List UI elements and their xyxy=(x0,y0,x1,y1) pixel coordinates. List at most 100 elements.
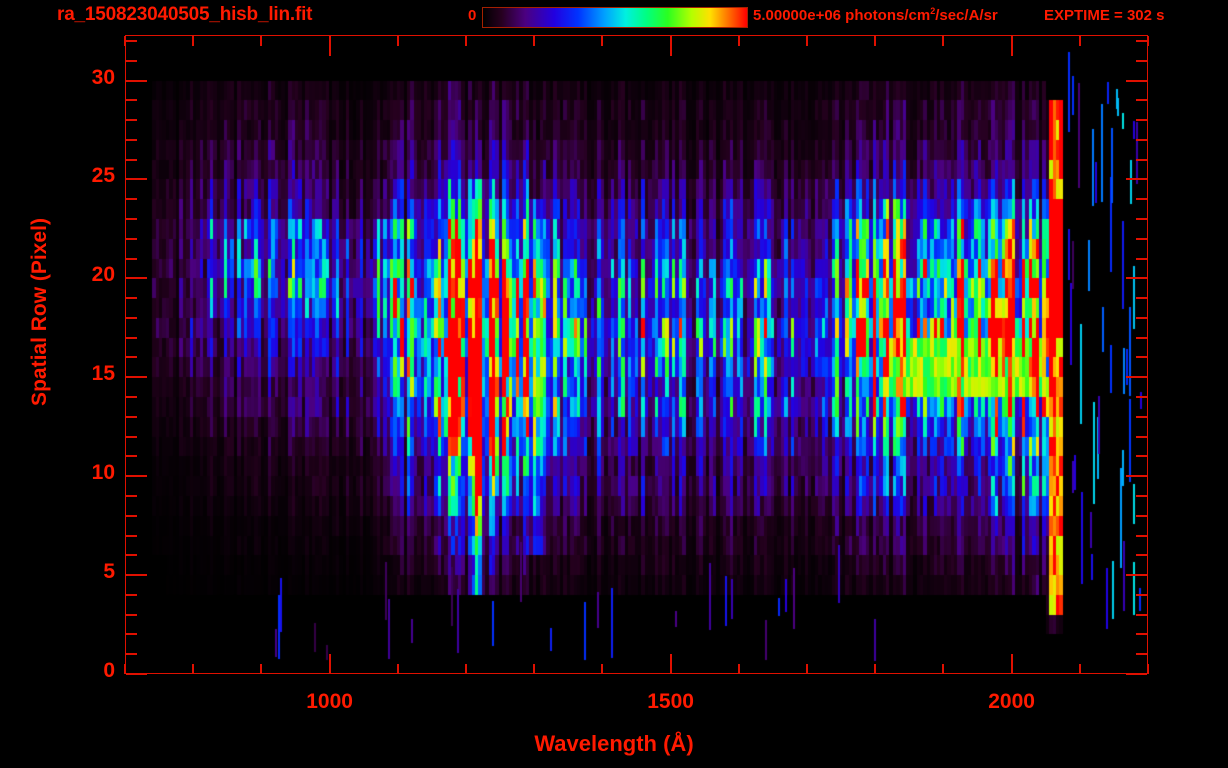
exptime-label: EXPTIME = 302 s xyxy=(1044,7,1165,24)
x-tick-label: 2000 xyxy=(988,690,1035,713)
spectrogram-image xyxy=(126,36,1147,673)
y-major-tick xyxy=(126,80,147,82)
y-axis-title: Spatial Row (Pixel) xyxy=(28,218,51,406)
y-minor-tick-right xyxy=(1136,535,1147,537)
y-minor-tick-right xyxy=(1136,396,1147,398)
y-tick-label: 5 xyxy=(103,560,115,584)
y-minor-tick xyxy=(126,614,137,616)
y-minor-tick-right xyxy=(1136,297,1147,299)
y-minor-tick-right xyxy=(1136,238,1147,240)
x-minor-tick-top xyxy=(601,36,603,46)
y-minor-tick xyxy=(126,535,137,537)
x-minor-tick xyxy=(260,664,262,674)
x-major-tick xyxy=(1011,654,1013,674)
x-minor-tick xyxy=(1147,664,1149,674)
y-major-tick-right xyxy=(1126,80,1147,82)
y-major-tick xyxy=(126,673,147,675)
y-minor-tick-right xyxy=(1136,515,1147,517)
x-minor-tick-top xyxy=(192,36,194,46)
y-minor-tick xyxy=(126,317,137,319)
y-major-tick-right xyxy=(1126,277,1147,279)
y-minor-tick-right xyxy=(1136,633,1147,635)
x-major-tick-top xyxy=(329,36,331,56)
y-minor-tick xyxy=(126,653,137,655)
x-minor-tick xyxy=(806,664,808,674)
y-minor-tick-right xyxy=(1136,554,1147,556)
y-minor-tick-right xyxy=(1136,258,1147,260)
x-tick-label: 1000 xyxy=(306,690,353,713)
x-tick-label: 1500 xyxy=(647,690,694,713)
y-minor-tick-right xyxy=(1136,436,1147,438)
y-minor-tick xyxy=(126,416,137,418)
y-tick-label: 0 xyxy=(103,659,115,682)
y-tick-label: 30 xyxy=(91,65,115,89)
y-minor-tick xyxy=(126,119,137,121)
colorbar-max-suffix: /sec/A/sr xyxy=(935,7,998,24)
y-minor-tick-right xyxy=(1136,337,1147,339)
y-minor-tick-right xyxy=(1136,60,1147,62)
y-minor-tick xyxy=(126,356,137,358)
colorbar-max-exponent: 2 xyxy=(930,6,936,16)
y-minor-tick xyxy=(126,396,137,398)
x-minor-tick xyxy=(124,664,126,674)
y-tick-label: 10 xyxy=(91,461,115,485)
y-minor-tick-right xyxy=(1136,198,1147,200)
y-minor-tick xyxy=(126,139,137,141)
x-minor-tick-top xyxy=(465,36,467,46)
y-minor-tick xyxy=(126,455,137,457)
y-major-tick xyxy=(126,475,147,477)
x-minor-tick-top xyxy=(124,36,126,46)
y-minor-tick xyxy=(126,258,137,260)
x-minor-tick xyxy=(738,664,740,674)
y-major-tick xyxy=(126,178,147,180)
x-major-tick xyxy=(329,654,331,674)
y-minor-tick xyxy=(126,515,137,517)
y-minor-tick-right xyxy=(1136,594,1147,596)
y-minor-tick xyxy=(126,99,137,101)
x-minor-tick xyxy=(397,664,399,674)
y-minor-tick xyxy=(126,60,137,62)
y-minor-tick xyxy=(126,238,137,240)
y-major-tick-right xyxy=(1126,376,1147,378)
y-major-tick xyxy=(126,376,147,378)
x-minor-tick-top xyxy=(806,36,808,46)
y-minor-tick-right xyxy=(1136,416,1147,418)
x-minor-tick-top xyxy=(260,36,262,46)
y-minor-tick-right xyxy=(1136,653,1147,655)
y-major-tick-right xyxy=(1126,178,1147,180)
y-tick-label: 25 xyxy=(91,164,115,188)
y-minor-tick-right xyxy=(1136,455,1147,457)
x-minor-tick xyxy=(942,664,944,674)
y-minor-tick-right xyxy=(1136,495,1147,497)
y-minor-tick-right xyxy=(1136,614,1147,616)
y-minor-tick-right xyxy=(1136,356,1147,358)
x-minor-tick xyxy=(533,664,535,674)
x-minor-tick xyxy=(874,664,876,674)
y-minor-tick xyxy=(126,594,137,596)
y-minor-tick xyxy=(126,337,137,339)
page-title: ra_150823040505_hisb_lin.fit xyxy=(57,4,313,25)
colorbar-min-label: 0 xyxy=(468,7,477,24)
x-minor-tick-top xyxy=(397,36,399,46)
colorbar-max-prefix: 5.00000e+06 photons/cm xyxy=(753,7,931,24)
x-minor-tick-top xyxy=(533,36,535,46)
y-major-tick xyxy=(126,574,147,576)
x-minor-tick-top xyxy=(1079,36,1081,46)
x-major-tick-top xyxy=(670,36,672,56)
y-minor-tick xyxy=(126,495,137,497)
y-minor-tick-right xyxy=(1136,218,1147,220)
y-major-tick-right xyxy=(1126,574,1147,576)
y-minor-tick-right xyxy=(1136,159,1147,161)
intensity-colorbar xyxy=(482,7,748,28)
y-major-tick xyxy=(126,277,147,279)
y-minor-tick-right xyxy=(1136,119,1147,121)
x-minor-tick xyxy=(465,664,467,674)
y-minor-tick xyxy=(126,198,137,200)
colorbar-max-label: 5.00000e+06 photons/cm2/sec/A/sr xyxy=(753,6,998,24)
y-minor-tick xyxy=(126,436,137,438)
x-minor-tick-top xyxy=(1147,36,1149,46)
y-minor-tick xyxy=(126,40,137,42)
y-minor-tick xyxy=(126,297,137,299)
x-major-tick-top xyxy=(1011,36,1013,56)
